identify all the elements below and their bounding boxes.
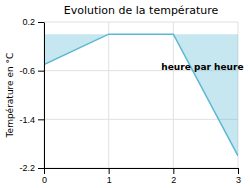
marks (44, 34, 238, 156)
tick-mark (44, 168, 45, 174)
y-axis-title: Température en °C (5, 53, 15, 139)
tick-label: 0 (42, 175, 47, 185)
tick-mark (173, 168, 174, 174)
title: Evolution de la température (64, 4, 219, 17)
tick-mark (38, 71, 44, 72)
chart: 0 1 2 3 0.2 -0.6 -1.4 -2.2 heure par heure Evolut… (0, 0, 250, 188)
y-tick: -2.2 (19, 163, 44, 173)
x-tick: 1 (107, 168, 112, 185)
tick-mark (38, 119, 44, 120)
tick-label: 1 (107, 175, 112, 185)
x-tick: 3 (236, 168, 241, 185)
y-tick: -1.4 (19, 115, 44, 125)
grid (44, 22, 238, 168)
plot: 0 1 2 3 0.2 -0.6 -1.4 -2.2 heure par heure (19, 17, 243, 185)
x-axis: 0 1 2 3 (42, 168, 241, 185)
y-tick: -0.6 (19, 66, 44, 76)
x-tick: 2 (171, 168, 176, 185)
tick-label: -0.6 (19, 66, 35, 76)
tick-mark (109, 168, 110, 174)
tick-label: -2.2 (19, 163, 35, 173)
y-axis: 0.2 -0.6 -1.4 -2.2 (19, 17, 44, 173)
tick-label: 0.2 (22, 17, 35, 27)
y-tick: 0.2 (22, 17, 44, 27)
tick-label: 2 (171, 175, 176, 185)
tick-mark (38, 168, 44, 169)
grid-line (108, 22, 109, 168)
tick-mark (38, 22, 44, 23)
axis-line (44, 23, 45, 169)
grid-line (44, 22, 238, 23)
annotation: heure par heure (161, 62, 243, 72)
line (44, 34, 238, 156)
x-tick: 0 (42, 168, 47, 185)
grid-line (44, 119, 238, 120)
tick-label: -1.4 (19, 115, 35, 125)
tick-mark (238, 168, 239, 174)
axis-line (45, 168, 239, 169)
grid-line (44, 168, 238, 169)
area (44, 34, 238, 156)
grid-line (173, 22, 174, 168)
tick-label: 3 (236, 175, 241, 185)
grid-line (44, 22, 45, 168)
